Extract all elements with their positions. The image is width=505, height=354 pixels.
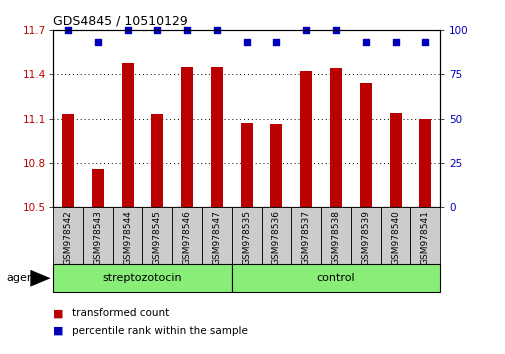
Point <box>331 27 339 33</box>
Bar <box>211 67 222 207</box>
Text: ■: ■ <box>53 308 64 318</box>
Bar <box>410 207 439 264</box>
Point <box>391 40 399 45</box>
Bar <box>419 119 430 207</box>
Bar <box>181 67 193 207</box>
Text: GSM978547: GSM978547 <box>212 211 221 266</box>
Text: GDS4845 / 10510129: GDS4845 / 10510129 <box>53 14 187 27</box>
Bar <box>270 125 282 207</box>
Point <box>183 27 191 33</box>
Point <box>64 27 72 33</box>
Point <box>361 40 369 45</box>
Bar <box>359 83 371 207</box>
Text: GSM978537: GSM978537 <box>301 211 310 266</box>
Text: GSM978540: GSM978540 <box>390 211 399 266</box>
Bar <box>83 207 113 264</box>
Point <box>93 40 102 45</box>
Polygon shape <box>30 270 50 287</box>
Text: transformed count: transformed count <box>72 308 169 318</box>
Bar <box>350 207 380 264</box>
Bar <box>389 113 401 207</box>
Text: GSM978542: GSM978542 <box>64 211 72 265</box>
Bar <box>299 72 312 207</box>
Text: streptozotocin: streptozotocin <box>103 273 182 283</box>
Bar <box>151 114 163 207</box>
Bar <box>121 63 133 207</box>
Bar <box>329 68 341 207</box>
Bar <box>240 123 252 207</box>
Point <box>242 40 250 45</box>
Text: GSM978541: GSM978541 <box>420 211 429 266</box>
Point <box>421 40 429 45</box>
Text: GSM978538: GSM978538 <box>331 211 340 266</box>
Point <box>272 40 280 45</box>
Text: agent: agent <box>7 273 39 283</box>
Point <box>213 27 221 33</box>
Text: GSM978536: GSM978536 <box>271 211 280 266</box>
Point <box>123 27 131 33</box>
Text: GSM978545: GSM978545 <box>153 211 162 266</box>
Bar <box>231 264 439 292</box>
Bar <box>261 207 291 264</box>
Bar <box>53 264 231 292</box>
Bar <box>172 207 201 264</box>
Point <box>153 27 161 33</box>
Bar <box>113 207 142 264</box>
Bar <box>291 207 321 264</box>
Bar <box>321 207 350 264</box>
Bar <box>142 207 172 264</box>
Text: GSM978546: GSM978546 <box>182 211 191 266</box>
Bar <box>380 207 410 264</box>
Bar <box>62 114 74 207</box>
Bar <box>53 207 83 264</box>
Bar <box>201 207 231 264</box>
Text: percentile rank within the sample: percentile rank within the sample <box>72 326 248 336</box>
Text: GSM978544: GSM978544 <box>123 211 132 265</box>
Bar <box>92 169 104 207</box>
Text: GSM978535: GSM978535 <box>242 211 250 266</box>
Text: GSM978543: GSM978543 <box>93 211 102 266</box>
Text: ■: ■ <box>53 326 64 336</box>
Text: GSM978539: GSM978539 <box>361 211 370 266</box>
Text: control: control <box>316 273 355 283</box>
Point <box>301 27 310 33</box>
Bar <box>231 207 261 264</box>
